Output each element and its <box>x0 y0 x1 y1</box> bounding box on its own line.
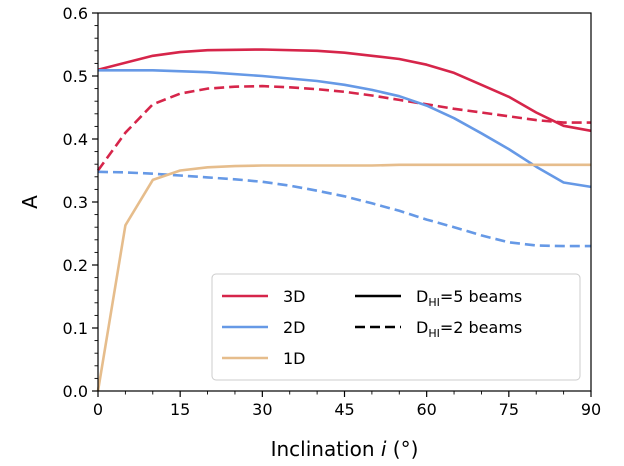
x-axis-label: Inclination i (°) <box>271 437 419 461</box>
x-tick-label: 75 <box>499 400 519 419</box>
series-line-2D-5beams <box>98 69 592 189</box>
y-tick-label: 0.4 <box>63 130 88 149</box>
x-tick-label: 90 <box>581 400 601 419</box>
series-line-3D-5beams <box>97 48 592 133</box>
series-layer <box>96 48 592 392</box>
x-tick-label: 60 <box>416 400 436 419</box>
y-tick-label: 0.1 <box>63 319 88 338</box>
y-tick-label: 0.6 <box>63 4 88 23</box>
x-tick-label: 15 <box>170 400 190 419</box>
legend-label-2D: 2D <box>283 318 306 337</box>
y-tick-label: 0.5 <box>63 67 88 86</box>
ticks-layer: 0 15 30 45 60 75 90 0.0 0.1 0.2 0.3 0.4 0.5 0.6 <box>63 4 602 419</box>
y-tick-label: 0.2 <box>63 256 88 275</box>
x-tick-label: 0 <box>93 400 103 419</box>
legend: 3D 2D 1D DHI=5 beams DHI=2 beams <box>211 273 581 381</box>
legend-label-dashed: DHI=2 beams <box>416 318 522 340</box>
legend-box <box>211 273 581 381</box>
y-tick-label: 0.3 <box>63 193 88 212</box>
legend-label-solid: DHI=5 beams <box>416 287 522 309</box>
series-line-1D-5beams <box>96 163 591 392</box>
series-line-3D-2beams <box>96 84 591 172</box>
y-axis-label: A <box>18 195 42 209</box>
legend-label-1D: 1D <box>283 349 306 368</box>
x-tick-label: 30 <box>252 400 272 419</box>
legend-label-3D: 3D <box>283 287 306 306</box>
x-tick-label: 45 <box>334 400 354 419</box>
y-tick-label: 0.0 <box>63 382 88 401</box>
series-line-2D-2beams <box>97 170 591 248</box>
